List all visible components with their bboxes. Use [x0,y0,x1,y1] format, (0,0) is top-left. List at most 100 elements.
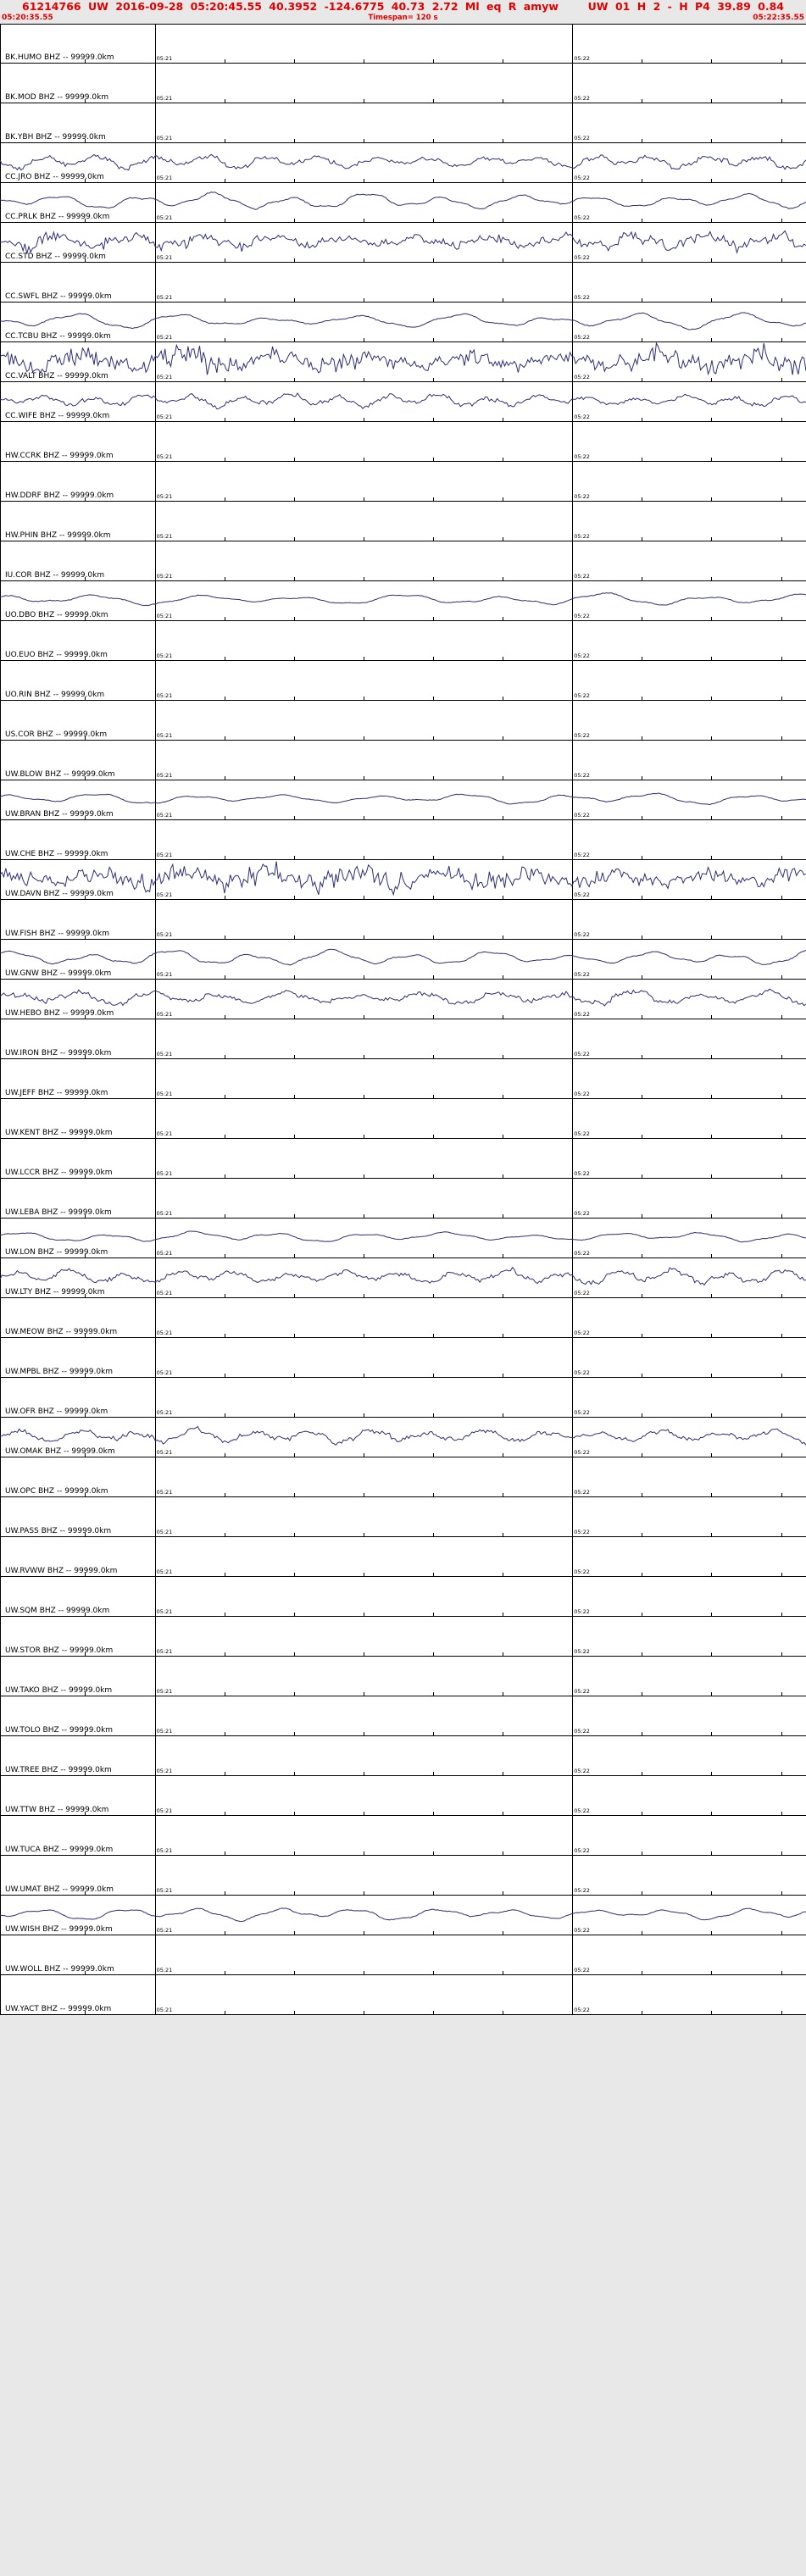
trace-row[interactable]: 05:21 05:22 CC.JRO BHZ -- 99999.0km [0,143,806,183]
trace-row[interactable]: 05:21 05:22 UW.TAKO BHZ -- 99999.0km [0,1657,806,1696]
trace-row[interactable]: 05:21 05:22 UW.LCCR BHZ -- 99999.0km [0,1139,806,1179]
time-axis-ticks [0,1849,806,1855]
trace-row[interactable]: 05:21 05:22 UW.IRON BHZ -- 99999.0km [0,1019,806,1059]
trace-row[interactable]: 05:21 05:22 UW.OPC BHZ -- 99999.0km [0,1457,806,1497]
trace-row[interactable]: 05:21 05:22 UW.WOLL BHZ -- 99999.0km [0,1935,806,1975]
trace-row[interactable]: 05:21 05:22 UW.LEBA BHZ -- 99999.0km [0,1179,806,1219]
trace-row[interactable]: 05:21 05:22 UW.GNW BHZ -- 99999.0km [0,940,806,980]
minute-gridline [572,1856,574,1895]
trace-row[interactable]: 05:21 05:22 UW.TREE BHZ -- 99999.0km [0,1736,806,1776]
trace-row[interactable]: 05:21 05:22 BK.YBH BHZ -- 99999.0km [0,103,806,143]
event-latitude: 40.3952 [269,0,318,13]
axis-tick-minor [711,736,713,740]
trace-row[interactable]: 05:21 05:22 UW.TTW BHZ -- 99999.0km [0,1776,806,1816]
trace-row[interactable]: 05:21 05:22 CC.WIFE BHZ -- 99999.0km [0,382,806,422]
trace-row[interactable]: 05:21 05:22 HW.CCRK BHZ -- 99999.0km [0,422,806,462]
axis-tick-minor [433,1493,434,1496]
trace-row[interactable]: 05:21 05:22 UW.LTY BHZ -- 99999.0km [0,1258,806,1298]
row-left-border [0,103,1,142]
minute-gridline [154,741,156,780]
trace-row[interactable]: 05:21 05:22 UW.MEOW BHZ -- 99999.0km [0,1298,806,1338]
axis-tick-minor [711,139,713,142]
time-tick-label: 05:21 [156,931,173,938]
trace-row[interactable]: 05:21 05:22 UW.TOLO BHZ -- 99999.0km [0,1696,806,1736]
axis-tick-minor [293,298,295,302]
trace-row[interactable]: 05:21 05:22 CC.TCBU BHZ -- 99999.0km [0,303,806,342]
trace-row[interactable]: 05:21 05:22 HW.PHIN BHZ -- 99999.0km [0,502,806,541]
time-axis-ticks [0,1331,806,1337]
trace-row[interactable]: 05:21 05:22 UO.DBO BHZ -- 99999.0km [0,581,806,621]
time-tick-label: 05:21 [156,95,173,102]
time-tick-label: 05:21 [156,1568,173,1575]
trace-row[interactable]: 05:21 05:22 UW.KENT BHZ -- 99999.0km [0,1099,806,1139]
station-channel-label: UW.LCCR BHZ -- 99999.0km [5,1169,113,1177]
axis-tick-minor [711,99,713,103]
trace-row[interactable]: 05:21 05:22 UO.EUO BHZ -- 99999.0km [0,621,806,661]
minute-gridline [572,1338,574,1377]
trace-row[interactable]: 05:21 05:22 HW.DDRF BHZ -- 99999.0km [0,462,806,502]
trace-row[interactable]: 05:21 05:22 CC.VALT BHZ -- 99999.0km [0,342,806,382]
phase-count: 2 [653,0,661,13]
time-tick-label: 05:22 [574,1330,590,1336]
trace-row[interactable]: 05:21 05:22 UW.DAVN BHZ -- 99999.0km [0,860,806,900]
axis-tick-minor [781,1971,782,1974]
trace-row[interactable]: 05:21 05:22 CC.STD BHZ -- 99999.0km [0,223,806,263]
trace-row[interactable]: 05:21 05:22 BK.MOD BHZ -- 99999.0km [0,64,806,103]
station-channel-label: CC.TCBU BHZ -- 99999.0km [5,332,111,341]
station-channel-label: BK.YBH BHZ -- 99999.0km [5,133,106,142]
h-flag-1: H [636,0,647,13]
trace-row[interactable]: 05:21 05:22 UW.BRAN BHZ -- 99999.0km [0,780,806,820]
trace-row[interactable]: 05:21 05:22 UW.WISH BHZ -- 99999.0km [0,1896,806,1935]
trace-row[interactable]: 05:21 05:22 UO.RIN BHZ -- 99999.0km [0,661,806,701]
trace-row[interactable]: 05:21 05:22 UW.FISH BHZ -- 99999.0km [0,900,806,940]
time-tick-label: 05:21 [156,254,173,261]
trace-row[interactable]: 05:21 05:22 UW.JEFF BHZ -- 99999.0km [0,1059,806,1099]
trace-row[interactable]: 05:21 05:22 UW.PASS BHZ -- 99999.0km [0,1497,806,1537]
trace-row[interactable]: 05:21 05:22 UW.TUCA BHZ -- 99999.0km [0,1816,806,1856]
minute-gridline [154,1537,156,1576]
waveform [0,1219,806,1257]
time-tick-label: 05:22 [574,95,590,102]
trace-row[interactable]: 05:21 05:22 BK.HUMO BHZ -- 99999.0km [0,24,806,64]
time-tick-label: 05:21 [156,1648,173,1655]
time-tick-label: 05:22 [574,374,590,380]
time-tick-label: 05:22 [574,254,590,261]
minute-gridline [572,382,574,421]
axis-tick-minor [711,1971,713,1974]
minute-gridline [572,1139,574,1178]
minute-gridline [154,820,156,859]
time-tick-label: 05:21 [156,1927,173,1934]
row-left-border [0,1577,1,1616]
review-quality: R [508,0,517,13]
station-channel-label: UW.SQM BHZ -- 99999.0km [5,1607,110,1615]
trace-row[interactable]: 05:21 05:22 UW.OFR BHZ -- 99999.0km [0,1378,806,1418]
trace-row[interactable]: 05:21 05:22 UW.STOR BHZ -- 99999.0km [0,1617,806,1657]
minute-gridline [572,621,574,660]
trace-row[interactable]: 05:21 05:22 UW.LON BHZ -- 99999.0km [0,1219,806,1258]
trace-row[interactable]: 05:21 05:22 UW.SQM BHZ -- 99999.0km [0,1577,806,1617]
trace-row[interactable]: 05:21 05:22 UW.YACT BHZ -- 99999.0km [0,1975,806,2015]
axis-tick-minor [711,697,713,700]
waveform [0,980,806,1019]
trace-row[interactable]: 05:21 05:22 CC.SWFL BHZ -- 99999.0km [0,263,806,303]
station-channel-label: UW.UMAT BHZ -- 99999.0km [5,1885,114,1894]
axis-tick-minor [293,99,295,103]
minute-gridline [572,741,574,780]
minute-gridline [154,780,156,819]
trace-row[interactable]: 05:21 05:22 US.COR BHZ -- 99999.0km [0,701,806,741]
window-start-time: 05:20:35.55 [2,14,53,22]
trace-row[interactable]: 05:21 05:22 UW.BLOW BHZ -- 99999.0km [0,741,806,780]
trace-row[interactable]: 05:21 05:22 UW.HEBO BHZ -- 99999.0km [0,980,806,1019]
trace-row[interactable]: 05:21 05:22 UW.OMAK BHZ -- 99999.0km [0,1418,806,1457]
minute-gridline [154,263,156,302]
trace-row[interactable]: 05:21 05:22 UW.CHE BHZ -- 99999.0km [0,820,806,860]
axis-tick-minor [293,1772,295,1775]
trace-row[interactable]: 05:21 05:22 UW.UMAT BHZ -- 99999.0km [0,1856,806,1896]
axis-tick-minor [433,1852,434,1855]
time-tick-label: 05:21 [156,613,173,619]
time-tick-label: 05:22 [574,214,590,221]
trace-row[interactable]: 05:21 05:22 UW.RVWW BHZ -- 99999.0km [0,1537,806,1577]
trace-row[interactable]: 05:21 05:22 UW.MPBL BHZ -- 99999.0km [0,1338,806,1378]
trace-row[interactable]: 05:21 05:22 IU.COR BHZ -- 99999.0km [0,541,806,581]
trace-row[interactable]: 05:21 05:22 CC.PRLK BHZ -- 99999.0km [0,183,806,223]
